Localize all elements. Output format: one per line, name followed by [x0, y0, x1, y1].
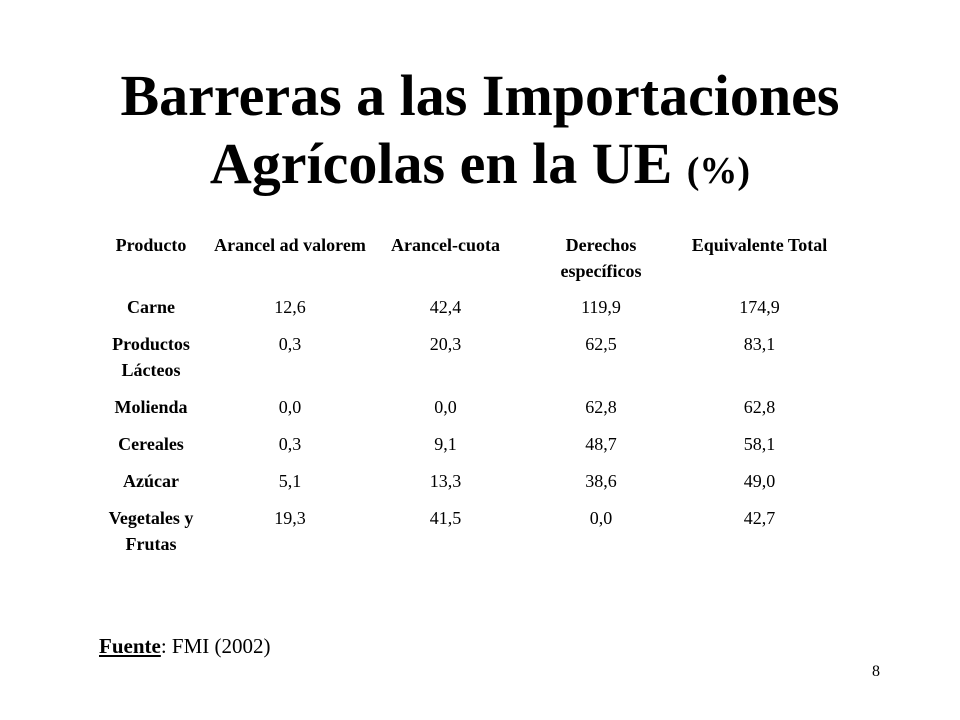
row-label: Azúcar	[123, 471, 179, 491]
slide-title: Barreras a las Importaciones Agrícolas e…	[0, 62, 960, 205]
cell-derechos-especificos: 119,9	[581, 297, 621, 317]
title-line-1: Barreras a las Importaciones	[120, 63, 840, 128]
row-label: Carne	[127, 297, 175, 317]
header-producto: Producto	[115, 235, 187, 255]
cell-arancel-ad-valorem: 0,3	[278, 434, 302, 454]
cell-arancel-cuota: 9,1	[434, 434, 457, 454]
cell-derechos-especificos: 48,7	[585, 434, 617, 454]
page-number: 8	[872, 663, 880, 680]
source-label: Fuente	[99, 634, 161, 658]
title-unit: (%)	[686, 150, 751, 192]
cell-arancel-ad-valorem: 5,1	[278, 471, 302, 491]
table-row: Carne 12,6 42,4 119,9 174,9	[90, 288, 840, 325]
source-note: Fuente: FMI (2002)	[99, 632, 271, 660]
table-row: Cereales 0,3 9,1 48,7 58,1	[90, 425, 840, 462]
cell-arancel-cuota: 20,3	[429, 334, 462, 354]
row-label: Vegetales y Frutas	[108, 508, 194, 554]
cell-derechos-especificos: 0,0	[589, 508, 613, 528]
cell-derechos-especificos: 62,8	[585, 397, 617, 417]
header-derechos-especificos: Derechos específicos	[560, 235, 642, 281]
table-row: Vegetales y Frutas 19,3 41,5 0,0 42,7	[90, 499, 840, 562]
cell-derechos-especificos: 62,5	[585, 334, 617, 354]
title-line-2: Agrícolas en la UE	[209, 131, 673, 196]
row-label: Molienda	[114, 397, 188, 417]
table-row: Productos Lácteos 0,3 20,3 62,5 83,1	[90, 325, 840, 388]
source-text: FMI (2002)	[171, 634, 271, 658]
cell-arancel-ad-valorem: 12,6	[274, 297, 306, 317]
cell-arancel-ad-valorem: 19,3	[274, 508, 306, 528]
cell-arancel-ad-valorem: 0,0	[278, 397, 302, 417]
cell-arancel-cuota: 0,0	[434, 397, 457, 417]
source-separator: :	[160, 634, 172, 658]
cell-arancel-cuota: 13,3	[429, 471, 462, 491]
table-header-row: Producto Arancel ad valorem Arancel-cuot…	[90, 226, 840, 288]
import-barriers-table: Producto Arancel ad valorem Arancel-cuot…	[90, 226, 840, 562]
header-arancel-ad-valorem: Arancel ad valorem	[214, 235, 366, 255]
header-equivalente-total: Equivalente Total	[691, 235, 828, 255]
cell-arancel-ad-valorem: 0,3	[278, 334, 302, 354]
cell-equivalente-total: 42,7	[743, 508, 776, 528]
cell-equivalente-total: 49,0	[743, 471, 776, 491]
row-label: Cereales	[118, 434, 184, 454]
table-row: Molienda 0,0 0,0 62,8 62,8	[90, 388, 840, 425]
cell-equivalente-total: 62,8	[743, 397, 776, 417]
header-arancel-cuota: Arancel-cuota	[391, 235, 500, 255]
row-label: Productos Lácteos	[112, 334, 190, 380]
cell-equivalente-total: 83,1	[743, 334, 776, 354]
cell-arancel-cuota: 42,4	[429, 297, 462, 317]
cell-equivalente-total: 58,1	[743, 434, 776, 454]
table-row: Azúcar 5,1 13,3 38,6 49,0	[90, 462, 840, 499]
cell-arancel-cuota: 41,5	[429, 508, 462, 528]
cell-equivalente-total: 174,9	[739, 297, 780, 317]
cell-derechos-especificos: 38,6	[585, 471, 617, 491]
